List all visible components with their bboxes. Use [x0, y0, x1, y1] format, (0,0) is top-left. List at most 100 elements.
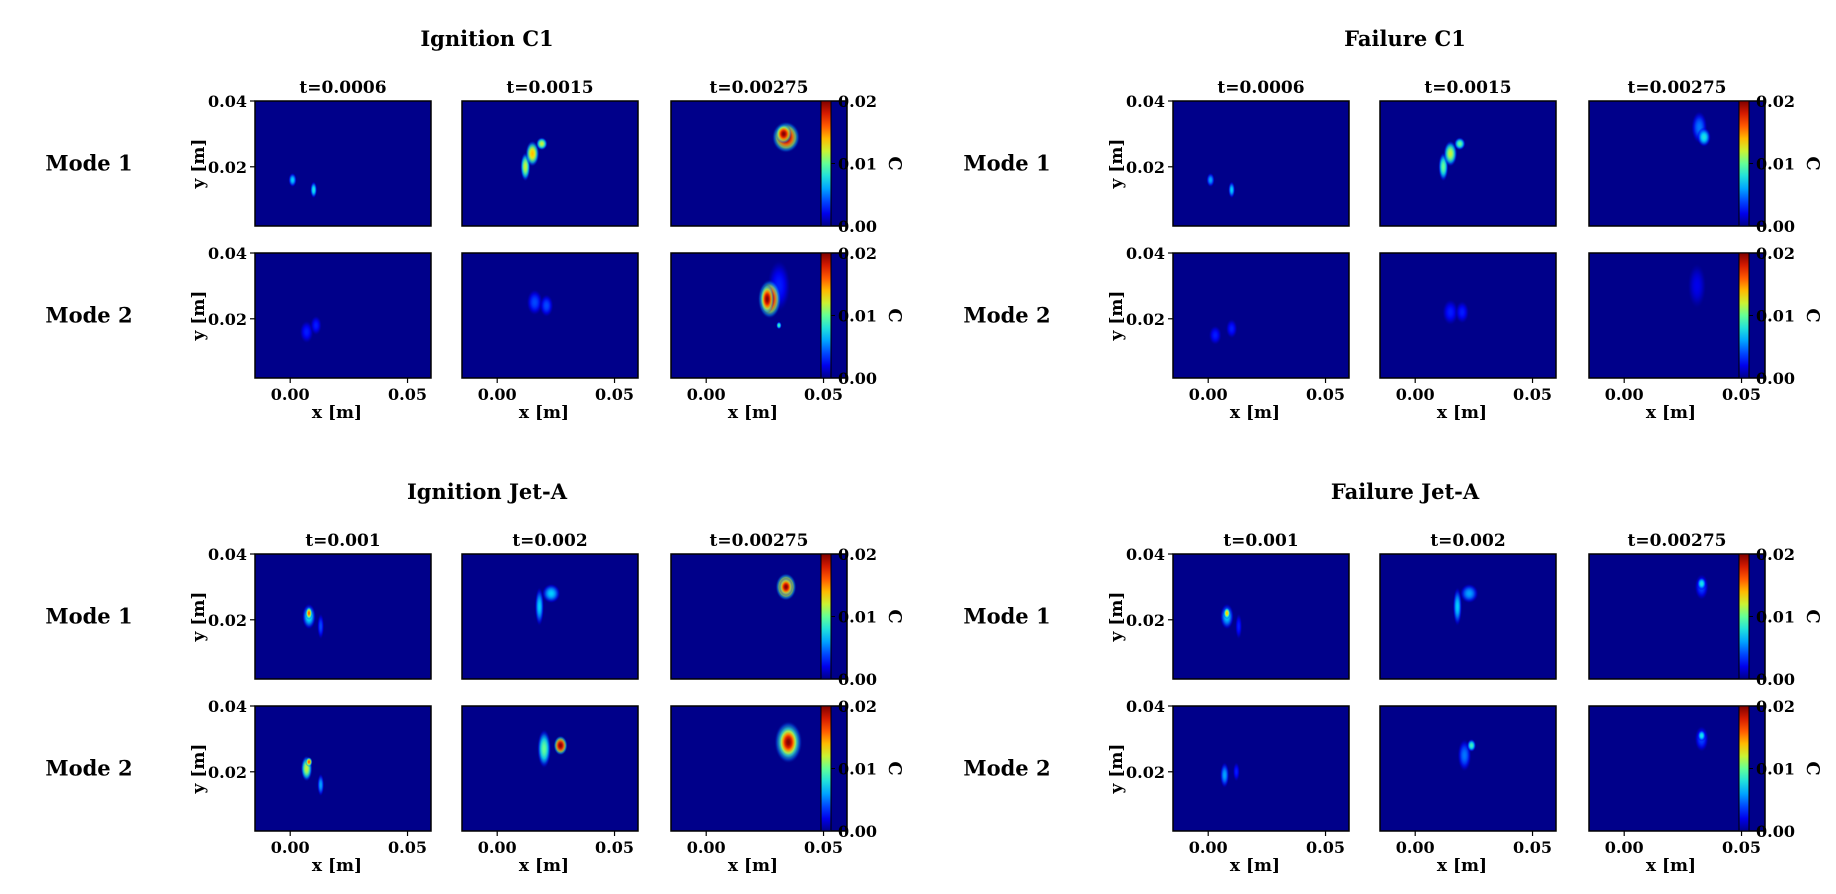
field-background — [1380, 101, 1556, 226]
scalar-blob — [299, 320, 314, 344]
scalar-blob — [310, 315, 322, 336]
x-tick-label: 0.05 — [804, 838, 843, 857]
heatmap-panel — [670, 100, 848, 227]
scalar-blob — [1696, 577, 1707, 591]
scalar-blob — [537, 729, 552, 769]
field-background — [255, 253, 431, 378]
x-tick-label: 0.05 — [1722, 838, 1761, 857]
y-tick-label: 0.02 — [1126, 158, 1165, 177]
panel-frame — [670, 705, 848, 832]
colorbar-tick-label: 0.00 — [1756, 670, 1795, 689]
x-axis-label: x [m] — [1437, 403, 1487, 423]
x-tick-label: 0.05 — [1513, 838, 1552, 857]
colorbar-tick-label: 0.00 — [838, 670, 877, 689]
panel-frame — [461, 705, 639, 832]
panel-frame — [461, 252, 639, 379]
heatmap-panel: 0.02 0.04 y [m] — [1107, 545, 1350, 680]
colorbar-gradient — [1738, 252, 1750, 379]
scalar-blob — [1443, 140, 1458, 167]
x-tick-label: 0.00 — [1605, 838, 1644, 857]
scalar-blob — [1223, 607, 1231, 620]
panel-frame — [461, 100, 639, 227]
colorbar-gradient — [820, 705, 832, 832]
heatmap-panel — [670, 553, 848, 680]
chart-group: Ignition C1 t=0.0006 t=0.0015 t=0.00275 Mode… — [45, 26, 905, 423]
colorbar-tick-label: 0.00 — [838, 217, 877, 236]
x-tick-label: 0.00 — [271, 838, 310, 857]
chart-group: Failure C1 t=0.0006 t=0.0015 t=0.00275 Mode … — [963, 26, 1823, 423]
colorbar-label: C — [884, 609, 905, 623]
y-tick-label: 0.04 — [208, 545, 247, 564]
heatmap-panel: 0.02 0.04 y [m] — [1107, 92, 1350, 227]
y-tick-label: 0.04 — [1126, 244, 1165, 263]
mode-label: Mode 2 — [45, 756, 132, 781]
field-background — [462, 554, 638, 679]
colorbar-tick-label: 0.00 — [838, 822, 877, 841]
time-label: t=0.002 — [512, 531, 587, 551]
field-background — [1173, 554, 1349, 679]
colorbar-label: C — [1802, 609, 1823, 623]
heatmap-panel: 0.00 0.05 x [m] — [461, 252, 639, 423]
time-label: t=0.00275 — [1628, 78, 1727, 98]
time-label: t=0.00275 — [710, 78, 809, 98]
colorbar: 0.00 0.01 0.02 C — [820, 244, 905, 388]
time-label: t=0.0015 — [1424, 78, 1511, 98]
heatmap-panel: 0.02 0.04 y [m] 0.00 0.05 x [m] — [1107, 244, 1350, 423]
colorbar-tick-label: 0.01 — [1756, 608, 1795, 627]
time-label: t=0.001 — [1223, 531, 1298, 551]
field-background — [671, 101, 847, 226]
y-axis-label: y [m] — [189, 139, 209, 190]
scalar-blob — [1466, 738, 1477, 753]
field-background — [1173, 706, 1349, 831]
colorbar: 0.00 0.01 0.02 C — [820, 697, 905, 841]
mode-label: Mode 2 — [45, 303, 132, 328]
x-tick-label: 0.00 — [687, 385, 726, 404]
field-background — [1589, 253, 1765, 378]
y-tick-label: 0.02 — [208, 310, 247, 329]
field-background — [255, 706, 431, 831]
colorbar: 0.00 0.01 0.02 C — [820, 545, 905, 689]
colorbar-label: C — [884, 156, 905, 170]
panel-frame — [1379, 252, 1557, 379]
panel-frame — [254, 252, 432, 379]
heatmap-panel: 0.00 0.05 x [m] — [461, 705, 639, 876]
scalar-blob — [305, 756, 313, 767]
mode-label: Mode 1 — [963, 151, 1050, 176]
scalar-blob — [760, 284, 775, 314]
colorbar-gradient — [1738, 100, 1750, 227]
heatmap-panel — [1588, 100, 1766, 227]
panel-frame — [1172, 553, 1350, 680]
field-background — [1173, 253, 1349, 378]
mode-label: Mode 1 — [45, 604, 132, 629]
colorbar-tick-label: 0.02 — [838, 545, 877, 564]
x-axis-label: x [m] — [519, 403, 569, 423]
x-tick-label: 0.05 — [595, 385, 634, 404]
colorbar-tick-label: 0.01 — [1756, 760, 1795, 779]
heatmap-panel: 0.00 0.05 x [m] — [1379, 252, 1557, 423]
mode-label: Mode 1 — [963, 604, 1050, 629]
scalar-blob — [1232, 761, 1240, 782]
scalar-blob — [1442, 299, 1459, 326]
x-tick-label: 0.00 — [687, 838, 726, 857]
time-label: t=0.00275 — [1628, 531, 1727, 551]
heatmap-panel: 0.02 0.04 y [m] — [189, 92, 432, 227]
colorbar-tick-label: 0.01 — [838, 760, 877, 779]
panel-frame — [254, 100, 432, 227]
colorbar-label: C — [1802, 156, 1823, 170]
heatmap-panel: 0.02 0.04 y [m] 0.00 0.05 x [m] — [189, 244, 432, 423]
scalar-blob — [775, 124, 792, 144]
colorbar-tick-label: 0.00 — [1756, 369, 1795, 388]
heatmap-panel — [461, 553, 639, 680]
y-axis-label: y [m] — [189, 592, 209, 643]
heatmap-panel — [1379, 100, 1557, 227]
colorbar-tick-label: 0.02 — [838, 697, 877, 716]
field-background — [255, 554, 431, 679]
scalar-blob — [541, 583, 561, 604]
scalar-blob — [310, 181, 318, 199]
panel-frame — [254, 705, 432, 832]
time-label: t=0.001 — [305, 531, 380, 551]
heatmap-panel: 0.00 0.05 x [m] — [1588, 252, 1766, 423]
field-background — [1173, 101, 1349, 226]
scalar-blob — [526, 289, 543, 316]
mode-label: Mode 1 — [45, 151, 132, 176]
